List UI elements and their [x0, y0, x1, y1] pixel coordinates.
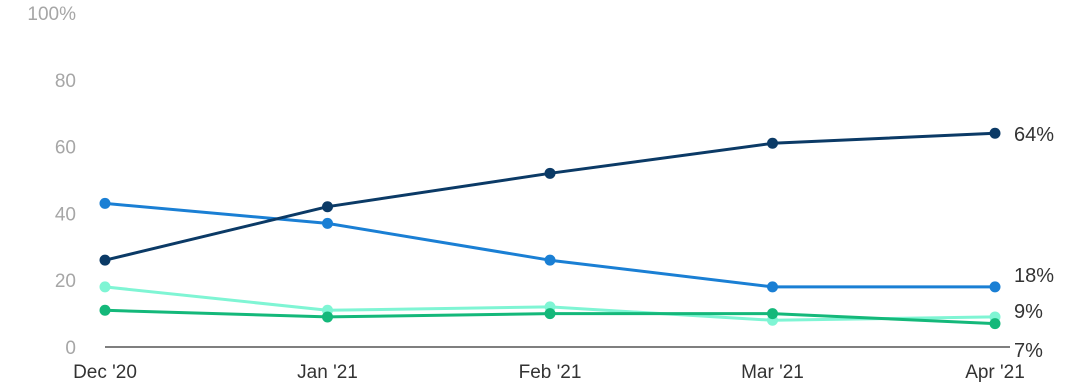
- data-point: [544, 167, 556, 179]
- x-axis: Dec '20 Jan '21 Feb '21 Mar '21 Apr '21: [73, 362, 1025, 383]
- y-tick-label: 0: [65, 338, 76, 359]
- data-point: [989, 318, 1001, 330]
- data-point: [767, 137, 778, 149]
- series-points: [99, 127, 1001, 330]
- series-end-label: 64%: [1014, 124, 1054, 146]
- data-point: [322, 201, 333, 213]
- y-tick-label: 100%: [27, 4, 76, 25]
- series-end-label: 9%: [1014, 301, 1043, 323]
- end-labels: 64% 18% 9% 7%: [1014, 124, 1054, 362]
- y-tick-label: 20: [55, 271, 76, 292]
- data-point: [544, 308, 556, 320]
- data-point: [544, 254, 556, 266]
- data-point: [989, 281, 1001, 293]
- series-line-0: [103, 131, 997, 262]
- data-point: [99, 254, 111, 266]
- data-point: [322, 311, 333, 323]
- y-tick-label: 40: [55, 204, 76, 225]
- x-tick-label: Dec '20: [73, 362, 137, 383]
- data-point: [99, 281, 111, 293]
- series-lines: [103, 131, 997, 326]
- y-axis: 100% 80 60 40 20 0: [27, 4, 76, 359]
- data-point: [767, 281, 778, 293]
- y-tick-label: 60: [55, 138, 76, 159]
- data-point: [99, 304, 111, 316]
- y-tick-label: 80: [55, 71, 76, 92]
- series-end-label: 18%: [1014, 265, 1054, 287]
- data-point: [322, 217, 333, 229]
- series-end-label: 7%: [1014, 340, 1043, 362]
- x-tick-label: Mar '21: [741, 362, 804, 383]
- x-tick-label: Apr '21: [965, 362, 1025, 383]
- data-point: [989, 127, 1001, 139]
- data-point: [99, 197, 111, 209]
- x-tick-label: Jan '21: [297, 362, 358, 383]
- series-line-1: [103, 201, 997, 289]
- x-tick-label: Feb '21: [519, 362, 582, 383]
- data-point: [767, 308, 778, 320]
